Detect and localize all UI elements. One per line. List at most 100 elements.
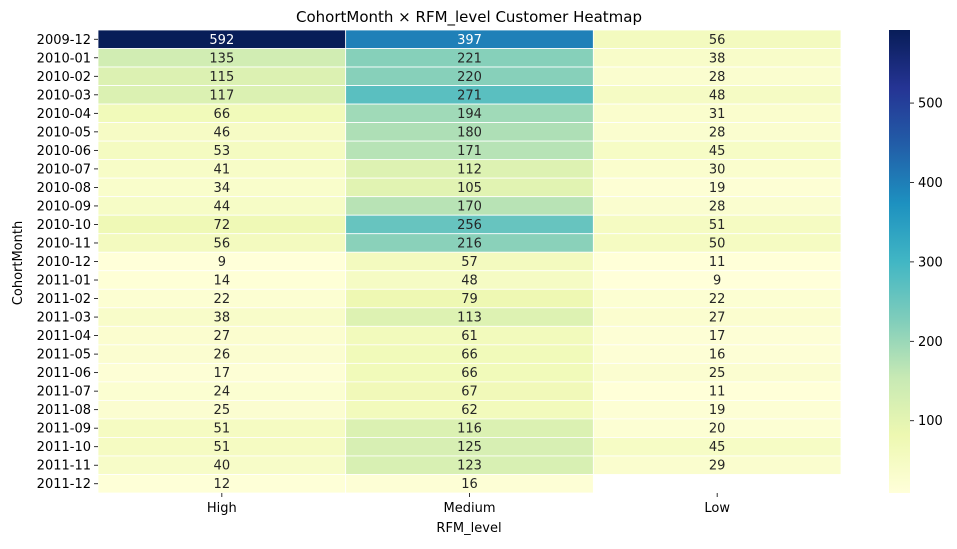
cell-value-label: 66 [214,107,231,122]
x-tick-label: High [207,501,237,516]
colorbar-tick-label: 200 [918,335,943,350]
cell-value-label: 397 [457,33,482,48]
cell-value-label: 220 [457,70,482,85]
cell-value-label: 20 [709,422,726,437]
cell-value-label: 170 [457,199,482,214]
cell-value-label: 271 [457,88,482,103]
cell-value-label: 28 [709,199,726,214]
cell-value-label: 19 [709,403,726,418]
cell-value-label: 24 [214,385,231,400]
cell-value-label: 38 [709,51,726,66]
y-tick-label: 2010-06 [37,144,91,159]
x-tick-label: Medium [444,501,496,516]
cell-value-label: 31 [709,107,726,122]
cell-value-label: 45 [709,440,726,455]
cell-value-label: 45 [709,144,726,159]
cell-value-label: 117 [209,88,234,103]
cell-value-label: 16 [461,477,478,492]
y-tick-label: 2011-02 [37,292,91,307]
y-tick-label: 2011-07 [37,385,91,400]
y-axis-ticks: 2009-12 2010-01 2010-02 2010-03 2010-04 2010-… [37,33,98,492]
cell-value-label: 17 [709,329,726,344]
cell-value-label: 27 [214,329,231,344]
cell-value-label: 51 [214,422,231,437]
y-tick-label: 2010-11 [37,236,91,251]
y-tick-label: 2010-07 [37,162,91,177]
colorbar-tick-label: 400 [918,176,943,191]
cell-value-label: 11 [709,255,726,270]
y-tick-label: 2010-03 [37,88,91,103]
cell-value-label: 125 [457,440,482,455]
colorbar-tick-label: 300 [918,255,943,270]
cell-value-label: 48 [709,88,726,103]
y-axis-label: CohortMonth [11,221,26,305]
y-tick-label: 2011-10 [37,440,91,455]
heatmap-cell [592,455,842,475]
y-tick-label: 2010-12 [37,255,91,270]
cell-value-label: 27 [709,311,726,326]
heatmap-cell-labels: 592 397 56 135 221 38 115 220 28 117 271 48 66 194 31 4… [209,33,725,492]
y-tick-label: 2010-04 [37,107,91,122]
cell-value-label: 30 [709,162,726,177]
cell-value-label: 53 [214,144,231,159]
cell-value-label: 180 [457,125,482,140]
cell-value-label: 56 [709,33,726,48]
cell-value-label: 57 [461,255,478,270]
cell-value-label: 105 [457,181,482,196]
cell-value-label: 9 [713,274,721,289]
x-tick-label: Low [704,501,730,516]
cell-value-label: 171 [457,144,482,159]
cell-value-label: 79 [461,292,478,307]
y-tick-label: 2010-05 [37,125,91,140]
cell-value-label: 17 [214,366,231,381]
cell-value-label: 113 [457,311,482,326]
colorbar-tick-label: 100 [918,414,943,429]
cell-value-label: 592 [209,33,234,48]
x-axis-label: RFM_level [436,521,501,536]
y-tick-label: 2010-02 [37,70,91,85]
y-tick-label: 2011-05 [37,348,91,363]
colorbar-ticks: 100 200 300 400 500 [910,97,943,429]
cell-value-label: 72 [214,218,231,233]
cell-value-label: 34 [214,181,231,196]
cell-value-label: 67 [461,385,478,400]
y-tick-label: 2011-08 [37,403,91,418]
cell-value-label: 16 [709,348,726,363]
cell-value-label: 66 [461,348,478,363]
y-tick-label: 2010-10 [37,218,91,233]
cell-value-label: 22 [709,292,726,307]
cell-value-label: 40 [214,459,231,474]
cell-value-label: 29 [709,459,726,474]
cell-value-label: 26 [214,348,231,363]
cell-value-label: 194 [457,107,482,122]
cell-value-label: 9 [218,255,226,270]
cell-value-label: 116 [457,422,482,437]
cell-value-label: 123 [457,459,482,474]
cell-value-label: 256 [457,218,482,233]
colorbar-tick-label: 500 [918,97,943,112]
cell-value-label: 12 [214,477,231,492]
y-tick-label: 2011-04 [37,329,91,344]
cell-value-label: 51 [214,440,231,455]
cell-value-label: 44 [214,199,231,214]
y-tick-label: 2011-09 [37,422,91,437]
cell-value-label: 61 [461,329,478,344]
cell-value-label: 221 [457,51,482,66]
y-tick-label: 2011-03 [37,311,91,326]
cell-value-label: 66 [461,366,478,381]
y-tick-label: 2011-01 [37,274,91,289]
cell-value-label: 11 [709,385,726,400]
heatmap-cells [97,29,842,494]
x-axis-ticks: High Medium Low [207,493,730,516]
cell-value-label: 22 [214,292,231,307]
cell-value-label: 28 [709,70,726,85]
cell-value-label: 48 [461,274,478,289]
cell-value-label: 25 [709,366,726,381]
cell-value-label: 14 [214,274,231,289]
y-tick-label: 2010-08 [37,181,91,196]
y-tick-label: 2011-12 [37,477,91,492]
cell-value-label: 25 [214,403,231,418]
cell-value-label: 46 [214,125,231,140]
cell-value-label: 28 [709,125,726,140]
